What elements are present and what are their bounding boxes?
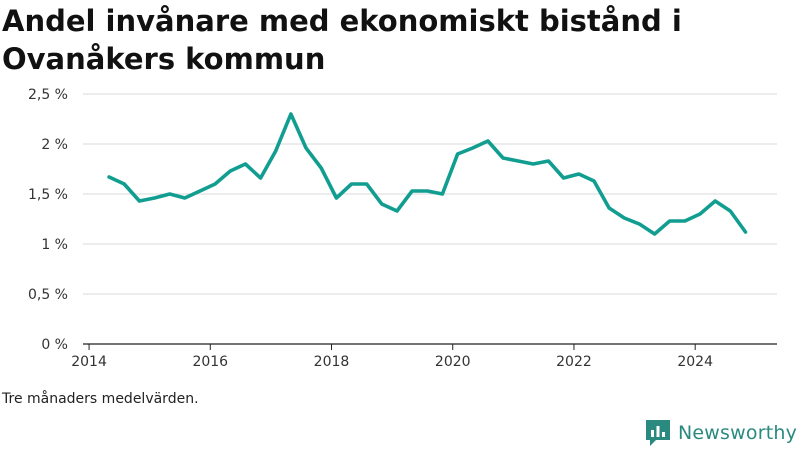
x-tick-label: 2022 <box>556 354 592 370</box>
x-tick-label: 2018 <box>314 354 350 370</box>
axes: 0 % 0,5 % 1 % 1,5 % 2 % 2,5 % 2014 2016 2018 2020… <box>28 87 777 370</box>
x-tick-label: 2024 <box>677 354 713 370</box>
newsworthy-logo-icon <box>646 420 670 446</box>
y-tick-label: 1 % <box>41 237 68 253</box>
y-tick-label: 0 % <box>41 337 68 353</box>
brand-name: Newsworthy <box>678 422 798 444</box>
y-tick-label: 0,5 % <box>28 287 68 303</box>
x-tick-label: 2020 <box>435 354 471 370</box>
y-tick-label: 2 % <box>41 137 68 153</box>
series-line <box>107 112 748 236</box>
y-tick-label: 2,5 % <box>28 87 68 103</box>
gridlines <box>83 93 777 295</box>
newsworthy-brand[interactable]: Newsworthy <box>645 419 797 447</box>
series-layer <box>107 112 748 236</box>
x-tick-label: 2014 <box>71 354 107 370</box>
y-tick-label: 1,5 % <box>28 187 68 203</box>
chart-note: Tre månaders medelvärden. <box>2 391 199 407</box>
x-tick-label: 2016 <box>192 354 228 370</box>
chart-title: Andel invånare med ekonomiskt bistånd i … <box>2 4 682 76</box>
